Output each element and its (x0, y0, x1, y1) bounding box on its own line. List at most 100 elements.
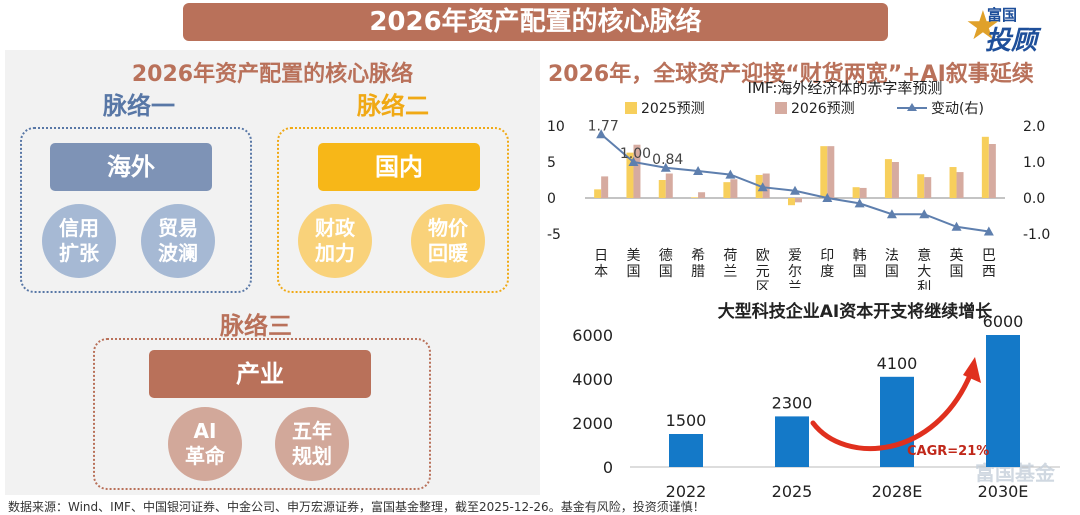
chart1-change-point (693, 166, 704, 175)
chart1-xtick-char: 日 (594, 248, 608, 264)
thread1-title: 脉络一 (103, 92, 175, 120)
chart2-ytick: 6000 (572, 326, 613, 345)
logo-main-text: 投顾 (985, 26, 1038, 56)
chart2-value-label: 1500 (666, 411, 707, 430)
chart1-bar-2025 (723, 182, 731, 198)
chart1-xtick-char: 韩 (853, 248, 867, 264)
chart1-bar-2025 (626, 152, 634, 198)
chart1-bar-2025 (820, 146, 828, 198)
chart2-value-label: 2300 (772, 393, 813, 412)
chart2-bar (986, 335, 1020, 467)
chart1-bar-2025 (949, 167, 957, 198)
legend-2025-label: 2025预测 (641, 101, 705, 117)
chart1-xtick-char: 国 (626, 264, 640, 280)
thread3-rect: 产业 (149, 350, 371, 398)
chart2-ytick: 2000 (572, 414, 613, 433)
chart1-ytick: 5 (547, 155, 556, 171)
chart1-xtick-char: 德 (659, 248, 673, 264)
thread3-box (93, 338, 431, 490)
legend-change-label: 变动(右) (931, 101, 984, 117)
chart1-change-point (628, 157, 639, 166)
chart1-change-point (951, 221, 962, 231)
chart1-xtick-char: 元 (756, 264, 770, 280)
chart1-change-point (757, 182, 768, 192)
chart1-bar-2025 (852, 187, 860, 198)
chart1-value-label: 0.84 (652, 152, 683, 168)
chart2-bar (880, 376, 914, 467)
chart1-xtick-char: 西 (982, 264, 996, 280)
chart1-xtick-char: 度 (820, 264, 834, 280)
chart1-y2tick: 1.0 (1023, 155, 1045, 171)
thread2-circle1: 财政 加力 (298, 204, 372, 278)
chart1-bar-2026 (988, 144, 996, 198)
cagr-arrow-head (963, 357, 981, 383)
chart1-change-point (790, 185, 800, 195)
chart1-xtick-char: 国 (885, 264, 899, 280)
chart1-xtick-char: 国 (853, 264, 867, 280)
chart1-xtick-char: 意 (917, 247, 931, 264)
chart1-bar-2025 (788, 198, 795, 206)
chart1-bar-2026 (665, 173, 673, 198)
star-icon: ★ (965, 3, 1001, 49)
chart1-change-point (854, 198, 865, 208)
thread1-box (20, 127, 252, 293)
chart2-xtick: 2022 (666, 482, 707, 500)
chart1-ytick: 10 (547, 119, 565, 135)
thread2-box (277, 127, 509, 293)
legend-2026-swatch (775, 102, 787, 114)
legend-2025-swatch (625, 102, 637, 114)
chart1-bar-2025 (658, 180, 666, 198)
chart1-bar-2025 (981, 136, 989, 198)
chart1-bar-2025 (917, 174, 925, 198)
chart1-bar-2026 (698, 192, 706, 198)
legend-2026-label: 2026预测 (791, 101, 855, 117)
chart1-xtick-char: 欧 (756, 248, 770, 264)
chart1-y2tick: -1.0 (1023, 227, 1050, 243)
chart1-change-point (725, 169, 736, 179)
chart1-xtick-char: 大 (917, 264, 931, 280)
deficit-chart: IMF:海外经济体的赤字率预测 2025预测 2026预测 变动(右) 10 5 0 -5 2.… (547, 80, 1050, 290)
chart1-xtick-char: 兰 (788, 280, 802, 290)
chart1-change-point (983, 226, 994, 236)
chart1-ytick: -5 (547, 227, 561, 243)
logo-top-text: 富国 (987, 6, 1018, 24)
chart1-xtick-char: 利 (917, 280, 931, 290)
chart1-xtick-char: 区 (756, 280, 770, 290)
chart2-value-label: 4100 (877, 354, 918, 373)
chart1-bar-2026 (956, 172, 964, 198)
chart1-change-point (886, 209, 897, 219)
chart1-change-point (660, 162, 671, 172)
legend-change-marker (907, 103, 917, 111)
chart1-bar-2026 (762, 173, 770, 198)
chart1-change-point (919, 209, 930, 219)
chart1-xtick-char: 巴 (982, 248, 996, 264)
chart2-ytick: 0 (603, 458, 613, 477)
chart1-bar-2026 (827, 146, 835, 198)
chart1-bar-2026 (891, 162, 899, 198)
chart1-value-label: 1.00 (620, 146, 651, 162)
chart1-xtick-char: 国 (950, 264, 964, 280)
chart2-xtick: 2028E (872, 482, 923, 500)
chart1-y2tick: 2.0 (1023, 119, 1045, 135)
chart1-xtick-char: 爱 (788, 248, 802, 264)
chart1-xtick-char: 荷 (723, 248, 737, 264)
right-title: 2026年，全球资产迎接“财货两宽”+AI叙事延续 (548, 62, 1034, 87)
chart1-xtick-char: 尔 (788, 264, 802, 280)
footer-source: 数据来源：Wind、IMF、中国银河证券、中金公司、申万宏源证券，富国基金整理，… (8, 500, 705, 514)
thread3-circle2: 五年 规划 (275, 407, 349, 481)
chart2-xtick: 2030E (978, 482, 1029, 500)
cagr-arrow-curve (810, 370, 974, 452)
thread3-circle1: AI 革命 (168, 407, 242, 481)
chart1-xtick-char: 英 (950, 247, 964, 264)
chart2-title: 大型科技企业AI资本开支将继续增长 (718, 301, 993, 322)
chart1-xtick-char: 法 (885, 248, 899, 264)
chart2-xtick: 2025 (772, 482, 813, 500)
thread1-circle2: 贸易 波澜 (141, 204, 215, 278)
chart2-ytick: 4000 (572, 370, 613, 389)
chart1-change-point (596, 129, 607, 139)
chart1-xtick-char: 美 (626, 248, 640, 264)
chart1-xtick-char: 腊 (691, 264, 705, 280)
left-panel: 2026年资产配置的核心脉络 脉络一 海外 信用 扩张 贸易 波澜 脉络二 国内 财… (5, 50, 540, 495)
left-panel-title: 2026年资产配置的核心脉络 (131, 62, 414, 87)
banner-title: 2026年资产配置的核心脉络 (183, 3, 888, 41)
